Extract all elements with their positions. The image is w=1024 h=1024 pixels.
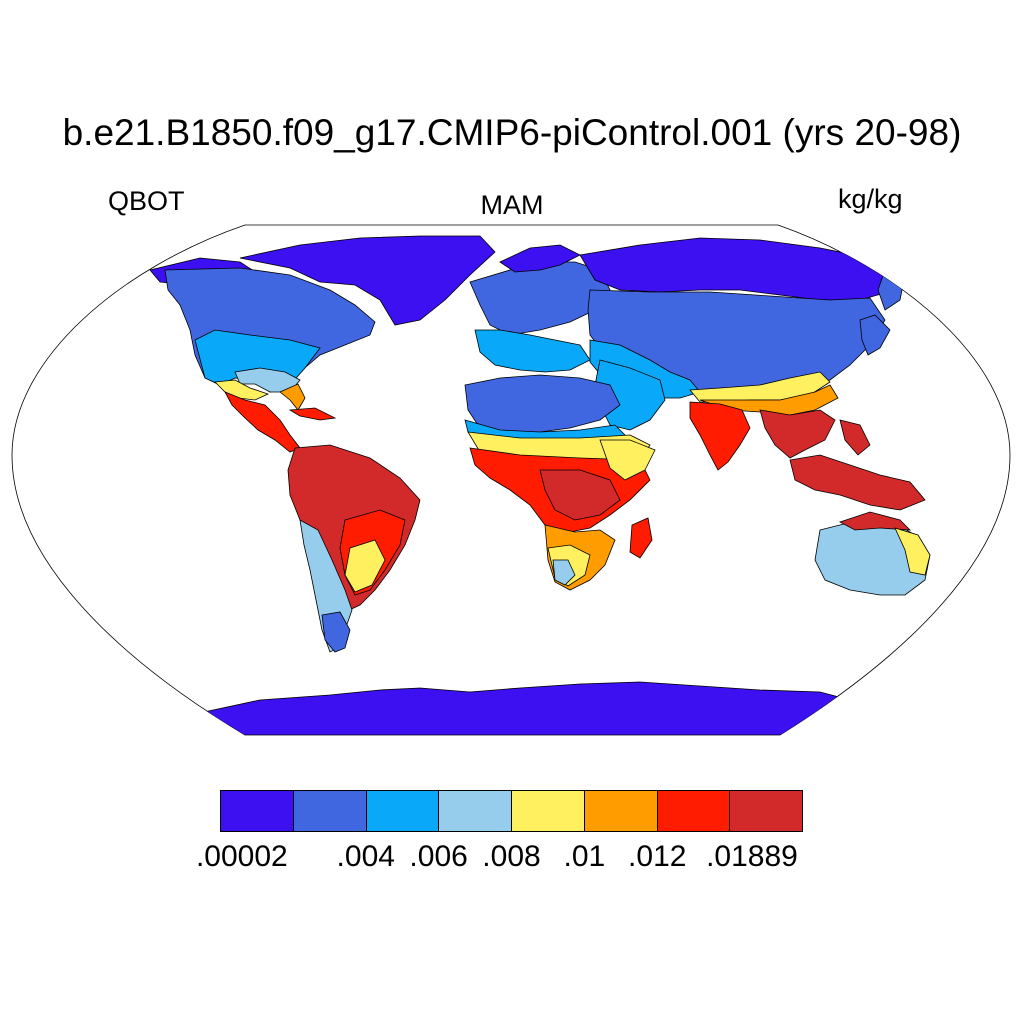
madagascar: [629, 517, 653, 559]
colorbar-label: .01889: [706, 840, 798, 873]
colorbar-box: [293, 791, 367, 831]
colorbar-label: .012: [628, 840, 687, 873]
colorbar-label: .01: [563, 840, 606, 873]
florida: [279, 383, 306, 411]
colorbar-box: [730, 791, 802, 831]
colorbar-labels: .00002 .004 .006 .008 .01 .012 .01889: [0, 840, 1024, 880]
colorbar-box: [366, 791, 440, 831]
colorbar-box: [584, 791, 658, 831]
colorbar-box: [657, 791, 731, 831]
units-label: kg/kg: [838, 184, 903, 214]
asia-orange: [699, 384, 839, 416]
colorbar-box: [439, 791, 512, 831]
brazil-yellow: [344, 539, 386, 593]
season-label: MAM: [480, 190, 544, 220]
japan: [859, 314, 891, 356]
scandinavia: [499, 244, 581, 273]
colorbar-label: .00002: [195, 840, 288, 873]
greenland: [239, 235, 496, 326]
philippines: [839, 419, 871, 456]
colorbar-label: .008: [482, 840, 541, 873]
colorbar-box: [221, 791, 294, 831]
europe-south: [474, 329, 591, 373]
southeast-asia: [759, 409, 836, 459]
australia-east: [894, 527, 931, 576]
east-africa-yellow: [599, 439, 656, 481]
colorbar-label: .004: [336, 840, 395, 873]
australia-north: [838, 511, 912, 531]
colorbar-box: [512, 791, 585, 831]
congo: [539, 469, 621, 521]
colorbar-label: .006: [409, 840, 468, 873]
namibia: [552, 559, 576, 586]
southern-tip: [321, 611, 351, 653]
plot-title: b.e21.B1850.f09_g17.CMIP6-piControl.001 …: [62, 112, 962, 153]
indonesia: [789, 454, 926, 511]
colorbar: [220, 790, 803, 832]
india: [689, 401, 751, 471]
cuba: [288, 407, 337, 421]
variable-label: QBOT: [108, 186, 185, 216]
